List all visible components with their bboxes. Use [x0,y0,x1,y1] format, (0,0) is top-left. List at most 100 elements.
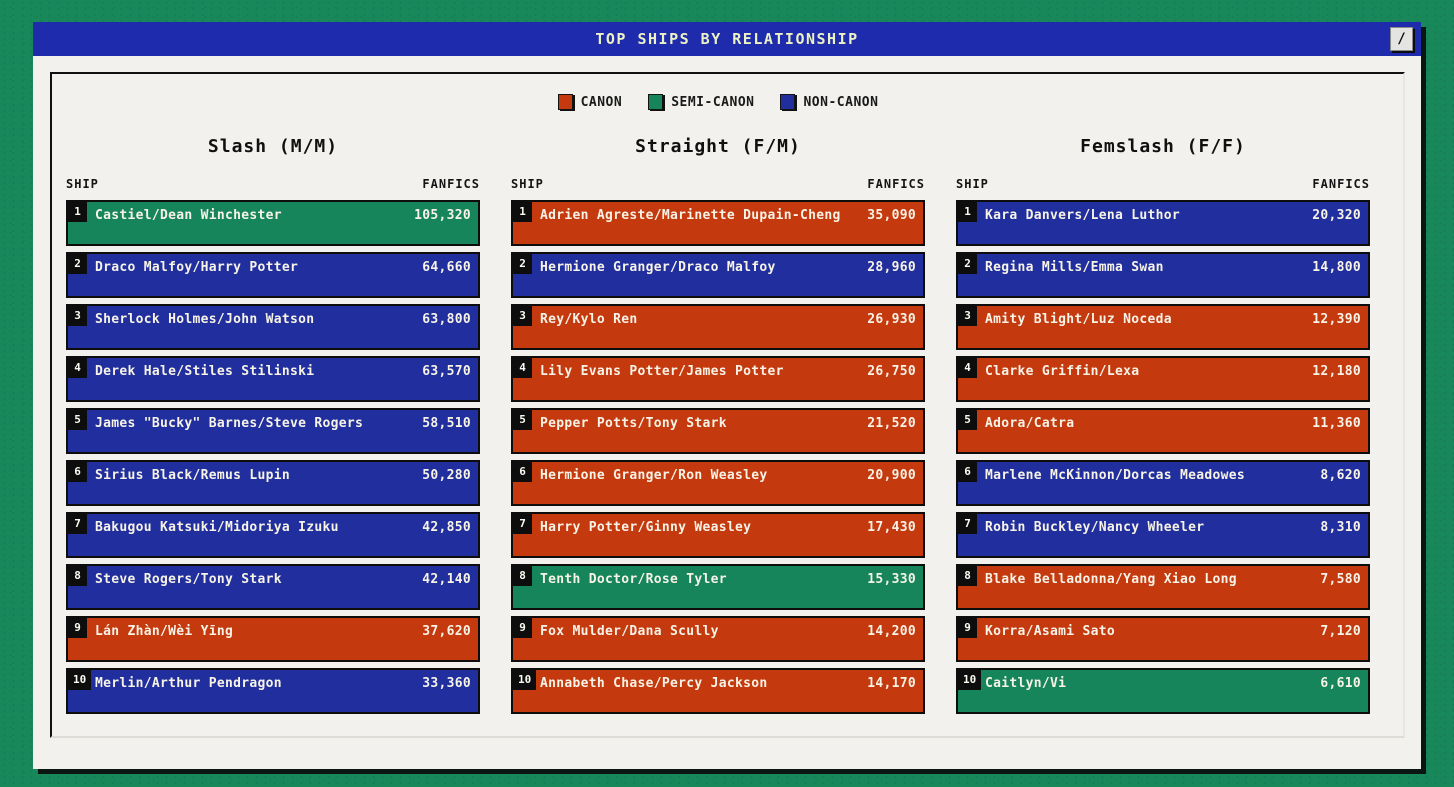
ship-name: Sirius Black/Remus Lupin [95,468,291,483]
ship-name: Adrien Agreste/Marinette Dupain-Cheng [540,208,841,223]
ship-name: Robin Buckley/Nancy Wheeler [985,520,1205,535]
rank-badge: 2 [68,254,87,274]
app-window: TOP SHIPS BY RELATIONSHIP / CANON SEMI-C… [33,22,1421,769]
legend-swatch-icon [557,94,573,110]
rank-badge: 9 [513,618,532,638]
column-header-row: SHIP FANFICS [66,177,480,191]
ship-bar: 9 Lán Zhàn/Wèi Yīng 37,620 [66,616,480,662]
page-title: TOP SHIPS BY RELATIONSHIP [595,30,859,48]
fanfics-header-label: FANFICS [1312,177,1370,191]
ship-bar: 6 Marlene McKinnon/Dorcas Meadowes 8,620 [956,460,1370,506]
legend-swatch-icon [648,94,664,110]
fanfics-value: 64,660 [422,260,471,275]
rank-badge: 8 [958,566,977,586]
legend-item: NON-CANON [780,94,878,110]
ship-bar: 1 Adrien Agreste/Marinette Dupain-Cheng … [511,200,925,246]
fanfics-value: 12,180 [1312,364,1361,379]
rank-badge: 10 [68,670,92,690]
rank-badge: 6 [68,462,87,482]
column-header-row: SHIP FANFICS [956,177,1370,191]
legend-item: SEMI-CANON [648,94,754,110]
fanfics-value: 28,960 [867,260,916,275]
rank-badge: 5 [958,410,977,430]
column-title: Straight (F/M) [635,136,801,157]
rank-badge: 4 [68,358,87,378]
ship-bar: 10 Caitlyn/Vi 6,610 [956,668,1370,714]
ship-name: Sherlock Holmes/John Watson [95,312,315,327]
rank-badge: 9 [958,618,977,638]
rank-badge: 7 [513,514,532,534]
ship-column: Straight (F/M) SHIP FANFICS 1 Adrien Agr… [511,136,925,720]
ship-column: Femslash (F/F) SHIP FANFICS 1 Kara Danve… [956,136,1370,720]
fanfics-value: 6,610 [1320,676,1361,691]
ship-bar: 7 Bakugou Katsuki/Midoriya Izuku 42,850 [66,512,480,558]
fanfics-value: 20,320 [1312,208,1361,223]
ship-bar: 3 Sherlock Holmes/John Watson 63,800 [66,304,480,350]
ship-bar: 4 Lily Evans Potter/James Potter 26,750 [511,356,925,402]
chart-panel: CANON SEMI-CANON NON-CANON Slash (M/M) S… [50,72,1405,738]
slash-button[interactable]: / [1390,27,1413,51]
fanfics-header-label: FANFICS [867,177,925,191]
fanfics-value: 33,360 [422,676,471,691]
rank-badge: 5 [513,410,532,430]
ship-bar: 2 Regina Mills/Emma Swan 14,800 [956,252,1370,298]
fanfics-value: 63,570 [422,364,471,379]
ship-name: Lily Evans Potter/James Potter [540,364,784,379]
rank-badge: 3 [68,306,87,326]
ship-bar: 8 Blake Belladonna/Yang Xiao Long 7,580 [956,564,1370,610]
legend-swatch-icon [780,94,796,110]
ship-bar: 6 Hermione Granger/Ron Weasley 20,900 [511,460,925,506]
ship-bar: 7 Robin Buckley/Nancy Wheeler 8,310 [956,512,1370,558]
bar-list: 1 Castiel/Dean Winchester 105,320 2 Drac… [66,200,480,714]
fanfics-value: 15,330 [867,572,916,587]
fanfics-value: 17,430 [867,520,916,535]
ship-name: Derek Hale/Stiles Stilinski [95,364,315,379]
column-title: Femslash (F/F) [1080,136,1246,157]
ship-name: Kara Danvers/Lena Luthor [985,208,1181,223]
ship-name: Hermione Granger/Draco Malfoy [540,260,776,275]
fanfics-value: 14,200 [867,624,916,639]
rank-badge: 6 [513,462,532,482]
fanfics-value: 20,900 [867,468,916,483]
ship-header-label: SHIP [66,177,99,191]
fanfics-value: 21,520 [867,416,916,431]
fanfics-value: 105,320 [414,208,471,223]
ship-name: Pepper Potts/Tony Stark [540,416,727,431]
fanfics-value: 50,280 [422,468,471,483]
ship-bar: 3 Amity Blight/Luz Noceda 12,390 [956,304,1370,350]
ship-bar: 5 Pepper Potts/Tony Stark 21,520 [511,408,925,454]
ship-bar: 9 Fox Mulder/Dana Scully 14,200 [511,616,925,662]
ship-bar: 9 Korra/Asami Sato 7,120 [956,616,1370,662]
ship-header-label: SHIP [511,177,544,191]
rank-badge: 6 [958,462,977,482]
ship-bar: 5 James "Bucky" Barnes/Steve Rogers 58,5… [66,408,480,454]
rank-badge: 9 [68,618,87,638]
legend-item: CANON [557,94,623,110]
column-title: Slash (M/M) [207,136,339,157]
legend: CANON SEMI-CANON NON-CANON [66,94,1370,110]
slash-icon: / [1397,31,1406,47]
ship-name: Fox Mulder/Dana Scully [540,624,719,639]
rank-badge: 8 [513,566,532,586]
fanfics-value: 7,120 [1320,624,1361,639]
ship-name: James "Bucky" Barnes/Steve Rogers [95,416,364,431]
fanfics-value: 35,090 [867,208,916,223]
ship-bar: 8 Tenth Doctor/Rose Tyler 15,330 [511,564,925,610]
fanfics-value: 14,800 [1312,260,1361,275]
rank-badge: 5 [68,410,87,430]
column-header-row: SHIP FANFICS [511,177,925,191]
fanfics-value: 12,390 [1312,312,1361,327]
bar-list: 1 Kara Danvers/Lena Luthor 20,320 2 Regi… [956,200,1370,714]
ship-name: Rey/Kylo Ren [540,312,638,327]
rank-badge: 7 [68,514,87,534]
rank-badge: 10 [513,670,537,690]
fanfics-value: 11,360 [1312,416,1361,431]
ship-bar: 4 Derek Hale/Stiles Stilinski 63,570 [66,356,480,402]
rank-badge: 8 [68,566,87,586]
rank-badge: 2 [513,254,532,274]
ship-name: Amity Blight/Luz Noceda [985,312,1172,327]
ship-header-label: SHIP [956,177,989,191]
rank-badge: 2 [958,254,977,274]
rank-badge: 10 [958,670,982,690]
fanfics-value: 42,850 [422,520,471,535]
